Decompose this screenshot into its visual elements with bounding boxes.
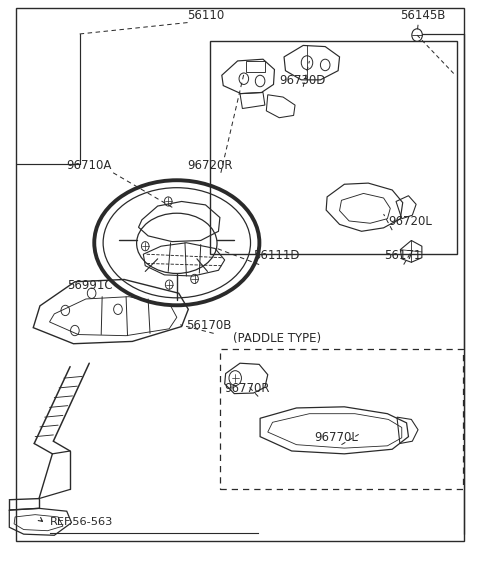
Text: (PADDLE TYPE): (PADDLE TYPE) — [233, 332, 322, 345]
Bar — [246, 62, 265, 72]
Text: 96770R: 96770R — [225, 382, 270, 396]
Text: 56170B: 56170B — [186, 319, 232, 332]
Text: 96770L: 96770L — [314, 431, 358, 443]
Text: 56111D: 56111D — [253, 249, 300, 262]
Text: REF.56-563: REF.56-563 — [49, 518, 113, 527]
Text: 96720L: 96720L — [388, 216, 432, 228]
Text: 56145B: 56145B — [400, 10, 445, 22]
Bar — [210, 41, 457, 254]
Text: 96730D: 96730D — [279, 74, 325, 87]
Text: 56110: 56110 — [187, 10, 224, 22]
Text: 56991C: 56991C — [67, 279, 112, 292]
Text: 56171: 56171 — [384, 249, 421, 262]
Bar — [220, 350, 463, 489]
Text: 96710A: 96710A — [67, 159, 112, 171]
Text: 96720R: 96720R — [187, 159, 233, 171]
